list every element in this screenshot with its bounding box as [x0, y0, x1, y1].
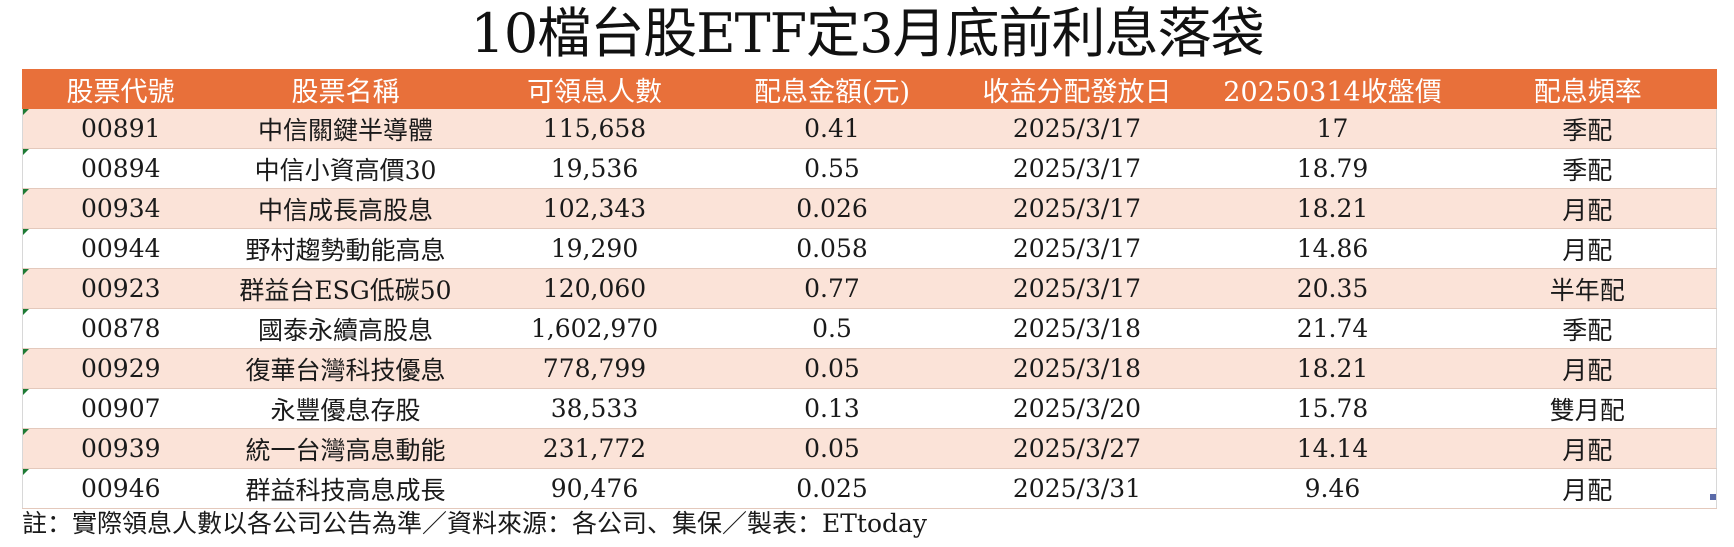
cell-frequency: 季配	[1458, 109, 1717, 149]
cell-closing-price: 18.21	[1206, 348, 1459, 389]
cell-stock-name: 中信小資高價30	[218, 148, 473, 189]
cell-stock-code: 00891	[22, 109, 219, 149]
column-header-dividend-amount: 配息金額(元)	[716, 69, 948, 109]
table-row: 00878 國泰永續高股息 1,602,970 0.5 2025/3/18 21…	[22, 308, 1717, 349]
cell-frequency: 月配	[1458, 348, 1717, 389]
cell-payment-date: 2025/3/17	[947, 268, 1207, 309]
cell-payment-date: 2025/3/31	[947, 468, 1207, 509]
cell-payment-date: 2025/3/17	[947, 148, 1207, 189]
source-footnote: 註：實際領息人數以各公司公告為準／資料來源：各公司、集保／製表：ETtoday	[22, 509, 928, 538]
cell-holders: 90,476	[472, 468, 717, 509]
cell-holders: 1,602,970	[472, 308, 717, 349]
cell-stock-code: 00929	[22, 348, 219, 389]
table-row: 00939 統一台灣高息動能 231,772 0.05 2025/3/27 14…	[22, 428, 1717, 469]
cell-payment-date: 2025/3/18	[947, 308, 1207, 349]
table-row: 00891 中信關鍵半導體 115,658 0.41 2025/3/17 17 …	[22, 109, 1717, 149]
column-header-payment-date: 收益分配發放日	[947, 69, 1207, 109]
cell-stock-code: 00907	[22, 388, 219, 429]
page-title: 10檔台股ETF定3月底前利息落袋	[470, 2, 1265, 65]
column-header-stock-code: 股票代號	[22, 69, 219, 109]
cell-payment-date: 2025/3/27	[947, 428, 1207, 469]
cell-holders: 778,799	[472, 348, 717, 389]
cell-frequency: 月配	[1458, 188, 1717, 229]
cell-closing-price: 9.46	[1206, 468, 1459, 509]
cell-frequency: 月配	[1458, 468, 1717, 509]
cell-payment-date: 2025/3/17	[947, 109, 1207, 149]
column-header-closing-price: 20250314收盤價	[1206, 69, 1459, 109]
cell-stock-code: 00894	[22, 148, 219, 189]
column-header-frequency: 配息頻率	[1458, 69, 1717, 109]
cell-stock-name: 野村趨勢動能高息	[218, 228, 473, 269]
cell-holders: 115,658	[472, 109, 717, 149]
table-resize-handle	[1710, 494, 1716, 500]
table-row: 00929 復華台灣科技優息 778,799 0.05 2025/3/18 18…	[22, 348, 1717, 389]
cell-dividend-amount: 0.5	[716, 308, 948, 349]
cell-frequency: 季配	[1458, 308, 1717, 349]
cell-stock-name: 復華台灣科技優息	[218, 348, 473, 389]
cell-closing-price: 14.14	[1206, 428, 1459, 469]
cell-frequency: 月配	[1458, 428, 1717, 469]
table-row: 00946 群益科技高息成長 90,476 0.025 2025/3/31 9.…	[22, 468, 1717, 509]
cell-dividend-amount: 0.05	[716, 348, 948, 389]
cell-closing-price: 21.74	[1206, 308, 1459, 349]
table-row: 00944 野村趨勢動能高息 19,290 0.058 2025/3/17 14…	[22, 228, 1717, 269]
cell-stock-name: 中信成長高股息	[218, 188, 473, 229]
cell-holders: 38,533	[472, 388, 717, 429]
cell-dividend-amount: 0.05	[716, 428, 948, 469]
cell-holders: 102,343	[472, 188, 717, 229]
cell-stock-code: 00944	[22, 228, 219, 269]
cell-dividend-amount: 0.026	[716, 188, 948, 229]
cell-holders: 120,060	[472, 268, 717, 309]
cell-closing-price: 18.79	[1206, 148, 1459, 189]
cell-frequency: 雙月配	[1458, 388, 1717, 429]
cell-frequency: 季配	[1458, 148, 1717, 189]
cell-frequency: 月配	[1458, 228, 1717, 269]
cell-closing-price: 15.78	[1206, 388, 1459, 429]
cell-stock-name: 群益台ESG低碳50	[218, 268, 473, 309]
cell-closing-price: 14.86	[1206, 228, 1459, 269]
etf-dividend-table-container: 股票代號 股票名稱 可領息人數 配息金額(元) 收益分配發放日 20250314…	[22, 69, 1717, 509]
cell-closing-price: 17	[1206, 109, 1459, 149]
table-row: 00923 群益台ESG低碳50 120,060 0.77 2025/3/17 …	[22, 268, 1717, 309]
cell-dividend-amount: 0.025	[716, 468, 948, 509]
cell-holders: 231,772	[472, 428, 717, 469]
cell-closing-price: 18.21	[1206, 188, 1459, 229]
table-header-row: 股票代號 股票名稱 可領息人數 配息金額(元) 收益分配發放日 20250314…	[22, 69, 1717, 109]
cell-stock-code: 00934	[22, 188, 219, 229]
cell-payment-date: 2025/3/20	[947, 388, 1207, 429]
column-header-holders: 可領息人數	[472, 69, 717, 109]
cell-holders: 19,536	[472, 148, 717, 189]
cell-stock-name: 群益科技高息成長	[218, 468, 473, 509]
cell-stock-name: 中信關鍵半導體	[218, 109, 473, 149]
cell-dividend-amount: 0.41	[716, 109, 948, 149]
cell-dividend-amount: 0.13	[716, 388, 948, 429]
etf-dividend-table: 股票代號 股票名稱 可領息人數 配息金額(元) 收益分配發放日 20250314…	[22, 69, 1717, 509]
cell-payment-date: 2025/3/17	[947, 228, 1207, 269]
cell-stock-code: 00878	[22, 308, 219, 349]
cell-payment-date: 2025/3/17	[947, 188, 1207, 229]
cell-stock-code: 00939	[22, 428, 219, 469]
table-row: 00894 中信小資高價30 19,536 0.55 2025/3/17 18.…	[22, 148, 1717, 189]
cell-dividend-amount: 0.77	[716, 268, 948, 309]
cell-stock-name: 永豐優息存股	[218, 388, 473, 429]
column-header-stock-name: 股票名稱	[218, 69, 473, 109]
cell-stock-name: 國泰永續高股息	[218, 308, 473, 349]
cell-closing-price: 20.35	[1206, 268, 1459, 309]
cell-stock-code: 00923	[22, 268, 219, 309]
cell-dividend-amount: 0.058	[716, 228, 948, 269]
table-row: 00907 永豐優息存股 38,533 0.13 2025/3/20 15.78…	[22, 388, 1717, 429]
table-row: 00934 中信成長高股息 102,343 0.026 2025/3/17 18…	[22, 188, 1717, 229]
cell-stock-code: 00946	[22, 468, 219, 509]
cell-stock-name: 統一台灣高息動能	[218, 428, 473, 469]
cell-frequency: 半年配	[1458, 268, 1717, 309]
cell-holders: 19,290	[472, 228, 717, 269]
cell-dividend-amount: 0.55	[716, 148, 948, 189]
cell-payment-date: 2025/3/18	[947, 348, 1207, 389]
